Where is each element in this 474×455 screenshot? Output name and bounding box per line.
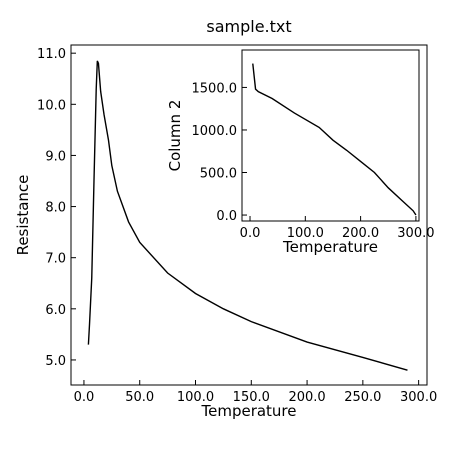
- x-tick-label: 50.0: [125, 390, 154, 405]
- y-tick-label: 6.0: [45, 303, 66, 318]
- x-axis-label: Temperature: [282, 238, 378, 256]
- x-tick-label: 0.0: [74, 390, 95, 405]
- y-tick-label: 11.0: [37, 47, 66, 62]
- line-series: [252, 63, 417, 216]
- x-tick-label: 0.0: [240, 226, 261, 241]
- y-axis-label: Column 2: [166, 100, 184, 172]
- x-tick-label: 200.0: [288, 390, 325, 405]
- y-tick-label: 8.0: [45, 201, 66, 216]
- plot-area: [241, 49, 420, 222]
- line-series: [87, 60, 408, 371]
- x-tick-label: 250.0: [344, 390, 381, 405]
- y-tick-label: 0.0: [216, 209, 237, 224]
- x-axis-label: Temperature: [200, 402, 296, 420]
- x-tick-label: 100.0: [177, 390, 214, 405]
- y-tick-label: 7.0: [45, 252, 66, 267]
- y-tick-label: 1000.0: [192, 124, 238, 139]
- x-tick-label: 300.0: [397, 226, 434, 241]
- y-tick-label: 10.0: [37, 98, 66, 113]
- y-axis-label: Resistance: [14, 175, 32, 256]
- y-tick-label: 1500.0: [192, 81, 238, 96]
- chart-title: sample.txt: [206, 17, 291, 36]
- x-tick-label: 200.0: [342, 226, 379, 241]
- x-tick-label: 150.0: [233, 390, 270, 405]
- x-tick-label: 300.0: [400, 390, 437, 405]
- y-tick-label: 9.0: [45, 149, 66, 164]
- y-tick-label: 500.0: [200, 167, 237, 182]
- y-tick-label: 5.0: [45, 354, 66, 369]
- x-tick-label: 100.0: [287, 226, 324, 241]
